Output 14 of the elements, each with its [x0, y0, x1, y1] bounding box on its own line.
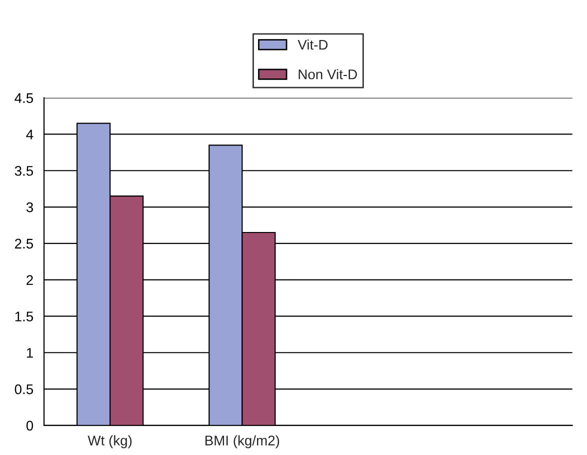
legend-label: Non Vit-D: [298, 69, 357, 80]
y-tick-label: 0.5: [14, 384, 34, 394]
y-tick-label: 3: [26, 202, 33, 212]
y-tick-label: 4: [26, 130, 34, 140]
y-tick-label: 3.5: [14, 166, 34, 176]
y-tick-label: 1: [26, 348, 33, 358]
y-tick-label: 1.5: [15, 312, 34, 322]
y-tick-label: 0: [26, 420, 34, 431]
y-tick-label: 4.5: [14, 93, 34, 103]
x-tick-label: Wt (kg): [88, 435, 132, 448]
y-tick-label: 2.5: [15, 238, 34, 249]
legend-label: Vit-D: [298, 39, 328, 50]
x-tick-label: BMI (kg/m2): [205, 435, 280, 448]
y-tick-label: 2: [26, 275, 33, 285]
